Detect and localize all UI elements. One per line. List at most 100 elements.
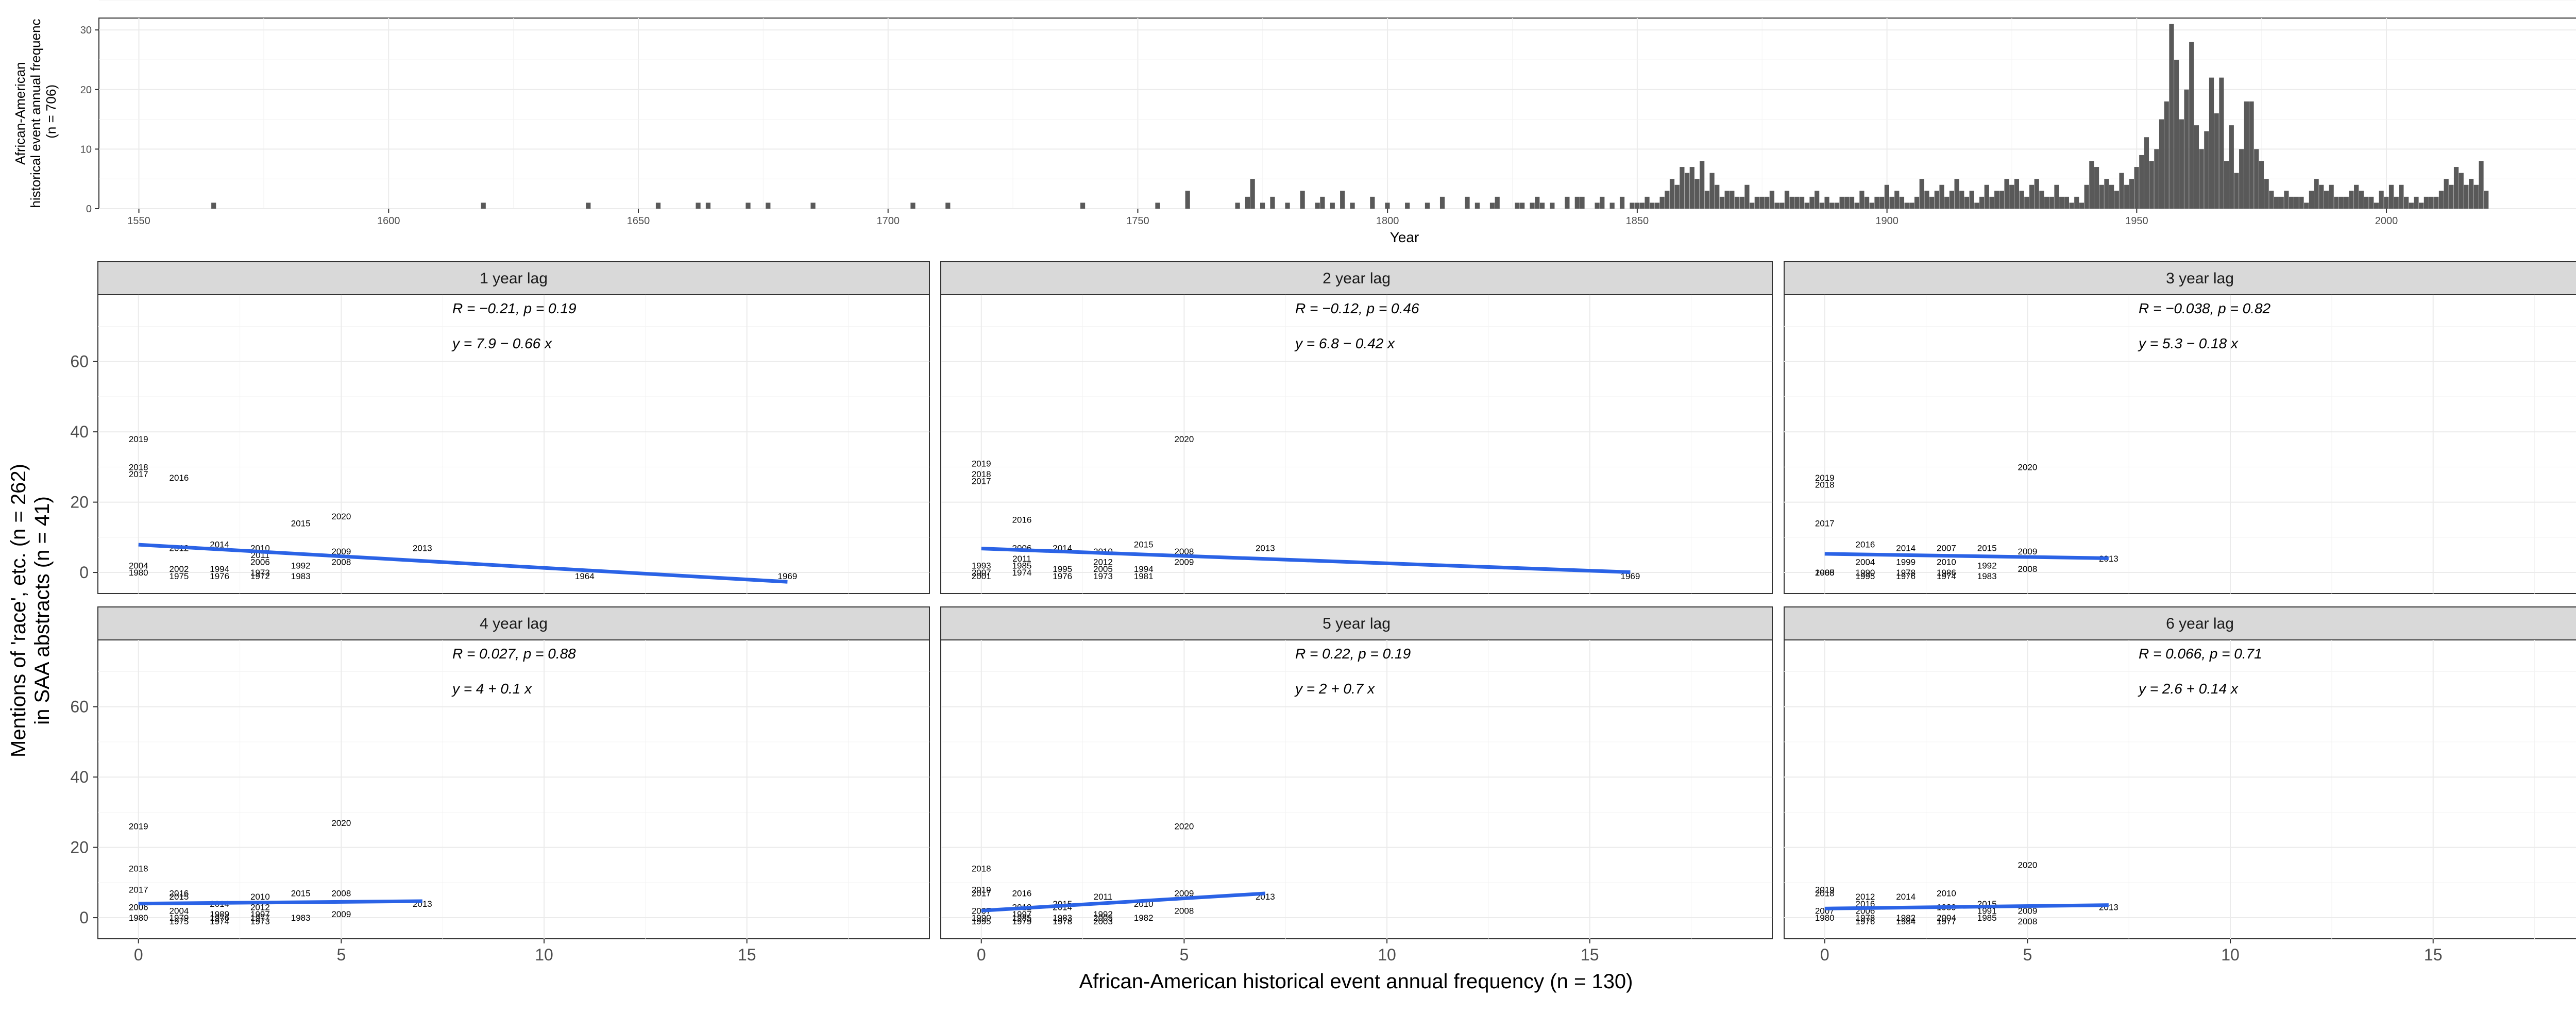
histogram-bar xyxy=(2009,184,2014,209)
facet-y-tick-label: 40 xyxy=(70,768,89,786)
facet-y-tick-label: 20 xyxy=(70,838,89,857)
point-year-label: 1978 xyxy=(1896,568,1916,578)
point-year-label: 2013 xyxy=(1256,543,1275,553)
histogram-bar xyxy=(1300,191,1305,209)
point-year-label: 2008 xyxy=(1174,906,1194,916)
regression-line xyxy=(981,891,1266,912)
histogram-bar xyxy=(2434,196,2439,209)
histogram-bar xyxy=(1884,184,1889,209)
point-year-label: 2020 xyxy=(2018,462,2037,472)
histogram-bar xyxy=(1919,179,1924,209)
point-year-label: 1997 xyxy=(250,909,270,919)
histogram-bar xyxy=(2444,179,2449,209)
histogram-bar xyxy=(2464,184,2469,209)
histogram-bar xyxy=(2174,59,2179,209)
point-year-label: 2009 xyxy=(1174,888,1194,898)
facet-correlation-label: R = 0.027, p = 0.88 xyxy=(452,646,576,662)
point-year-label: 2020 xyxy=(2018,860,2037,870)
histogram-bar xyxy=(1665,191,1670,209)
point-year-label: 2009 xyxy=(331,547,351,556)
histogram-bar xyxy=(2119,173,2124,209)
histogram-x-tick-label: 1600 xyxy=(377,215,400,227)
point-year-label: 1995 xyxy=(972,917,991,926)
histogram-bar xyxy=(2044,196,2049,209)
histogram-bar xyxy=(2219,77,2224,209)
point-year-label: 2015 xyxy=(1977,543,1997,553)
histogram-bar xyxy=(2453,167,2459,209)
point-year-label: 2019 xyxy=(129,434,148,444)
histogram-bar xyxy=(2034,179,2039,209)
histogram-bar xyxy=(1964,196,1970,209)
histogram-bar xyxy=(1734,196,1740,209)
histogram-bar xyxy=(1580,196,1585,209)
histogram-bar xyxy=(2324,191,2329,209)
histogram-bar xyxy=(1994,191,1999,209)
facet-regression-equation: y = 4 + 0.1 x xyxy=(451,681,532,697)
point-year-label: 2019 xyxy=(972,459,991,469)
histogram-bar xyxy=(1674,184,1680,209)
histogram-bar xyxy=(1784,191,1790,209)
facet-gridlines xyxy=(941,640,1772,939)
histogram-bar xyxy=(1719,196,1725,209)
regression-line xyxy=(981,547,1631,574)
facet-strip xyxy=(1784,261,2576,295)
histogram-bar xyxy=(1700,161,1705,209)
facet-x-tick-label: 0 xyxy=(1820,945,1829,964)
regression-line xyxy=(138,899,422,906)
point-year-label: 2007 xyxy=(972,568,991,578)
point-year-label: 1969 xyxy=(778,571,798,581)
histogram-bar xyxy=(2204,131,2209,209)
histogram-bar xyxy=(1645,196,1650,209)
histogram-bar xyxy=(1520,202,1525,209)
histogram-bar xyxy=(1185,191,1190,209)
histogram-bar xyxy=(1370,196,1375,209)
histogram-y-axis-title: African-Americanhistorical event annual … xyxy=(12,19,59,208)
histogram-bar xyxy=(586,202,591,209)
histogram-bar xyxy=(2284,191,2289,209)
histogram-bar xyxy=(1475,202,1480,209)
histogram-bar xyxy=(1780,202,1785,209)
point-year-label: 1994 xyxy=(210,564,229,574)
facet-gridlines xyxy=(98,295,929,594)
histogram-bar xyxy=(1849,196,1855,209)
histogram-bar xyxy=(2279,196,2284,209)
histogram-bar xyxy=(2029,184,2035,209)
point-year-label: 2012 xyxy=(1856,892,1875,902)
histogram-bar xyxy=(696,202,701,209)
point-year-label: 1990 xyxy=(972,913,991,923)
facet-strip-label: 6 year lag xyxy=(2166,615,2234,632)
point-year-label: 1974 xyxy=(1012,568,1032,578)
facet-panel xyxy=(940,639,1773,939)
point-year-label: 1984 xyxy=(1896,917,1916,926)
histogram-x-tick-label: 1650 xyxy=(627,215,650,227)
facet-gridlines xyxy=(941,295,1772,594)
facet-strip xyxy=(940,261,1773,295)
histogram-bar xyxy=(1854,202,1859,209)
point-year-label: 2006 xyxy=(250,557,270,567)
histogram-bar xyxy=(2379,191,2384,209)
histogram-bar xyxy=(2224,161,2229,209)
histogram-bar xyxy=(2039,191,2044,209)
histogram-bar xyxy=(1864,196,1870,209)
histogram-bar xyxy=(2184,89,2189,209)
facet-strip-label: 2 year lag xyxy=(1323,270,1391,287)
histogram-bar xyxy=(2424,196,2429,209)
histogram-bar xyxy=(1924,191,1929,209)
point-year-label: 2014 xyxy=(1896,892,1916,902)
facet-y-tick-label: 0 xyxy=(79,563,89,582)
facet-x-tick-label: 10 xyxy=(2221,945,2240,964)
histogram-bar xyxy=(1759,196,1765,209)
facet-x-tick-label: 5 xyxy=(336,945,346,964)
point-year-label: 2018 xyxy=(972,864,991,874)
point-year-label: 2010 xyxy=(1937,888,1956,898)
histogram-x-tick-label: 1750 xyxy=(1126,215,1149,227)
histogram-x-tick-label: 1950 xyxy=(2125,215,2148,227)
histogram-y-tick-label: 20 xyxy=(80,84,92,96)
histogram-bar xyxy=(2189,42,2194,209)
scatter-x-axis-title: African-American historical event annual… xyxy=(1079,970,1633,993)
point-year-label: 2020 xyxy=(331,512,351,521)
point-year-label: 2014 xyxy=(1896,543,1916,553)
histogram-bar xyxy=(2364,196,2369,209)
histogram-bar xyxy=(1385,202,1390,209)
point-year-label: 2004 xyxy=(129,561,148,570)
